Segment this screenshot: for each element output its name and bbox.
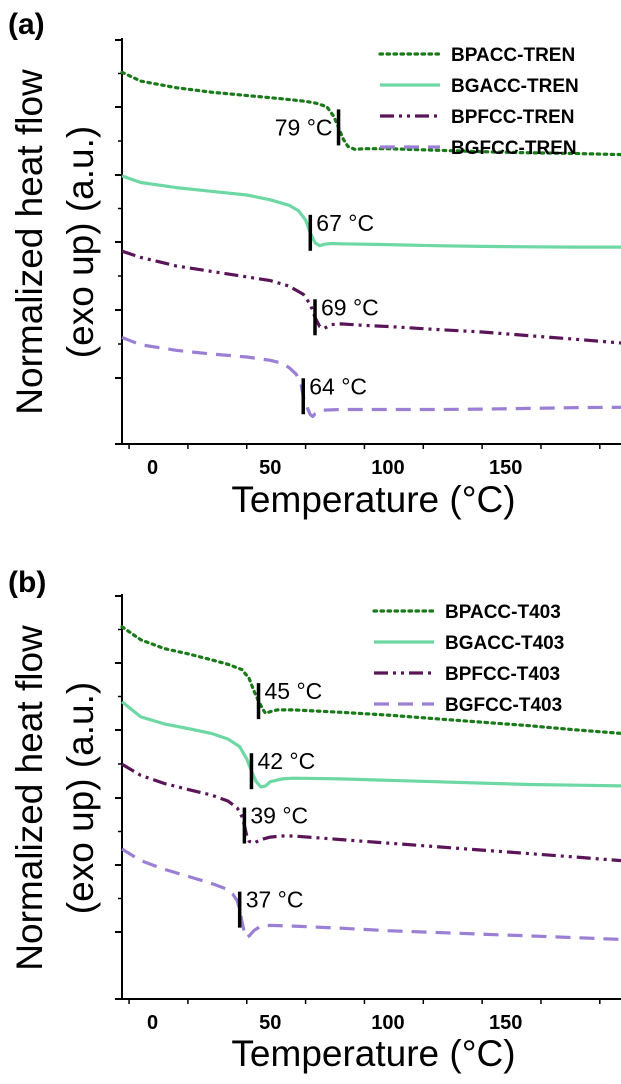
series-line-bpfcc-t403 xyxy=(121,762,621,863)
legend-label: BPFCC-TREN xyxy=(451,107,575,128)
x-tick-label: 50 xyxy=(259,1012,281,1034)
tg-label: 69 °C xyxy=(321,294,379,320)
x-tick-label: 50 xyxy=(259,457,281,479)
series-line-bgfcc-tren xyxy=(121,336,621,419)
tg-label: 67 °C xyxy=(316,210,374,236)
series-line-bgacc-t403 xyxy=(120,700,621,789)
y-axis-title-line-2: (exo up) (a.u.) xyxy=(60,682,101,914)
tg-label: 37 °C xyxy=(246,887,304,913)
tg-label: 64 °C xyxy=(309,373,367,399)
panel-a: (a) Normalized heat flow (exo up) (a.u.) 0 5… xyxy=(8,8,621,520)
legend-label: BPFCC-T403 xyxy=(445,664,560,685)
panel-label: (b) xyxy=(8,566,46,599)
tg-label: 79 °C xyxy=(275,114,333,140)
series-line-bpfcc-tren xyxy=(121,249,621,345)
legend-label: BPACC-T403 xyxy=(445,602,561,623)
y-axis-title-line-1: Normalized heat flow xyxy=(9,625,50,971)
legend-label: BPACC-TREN xyxy=(451,45,575,66)
series-line-bgacc-tren xyxy=(121,174,621,249)
y-axis-title-line-2: (exo up) (a.u.) xyxy=(60,126,101,358)
x-tick-label: 150 xyxy=(489,457,522,479)
tg-label: 39 °C xyxy=(250,803,308,829)
x-tick-label: 100 xyxy=(371,457,404,479)
tg-label: 42 °C xyxy=(257,748,315,774)
x-tick-label: 0 xyxy=(147,457,158,479)
legend-label: BGFCC-TREN xyxy=(451,138,577,159)
series-line-bpacc-t403 xyxy=(120,625,621,735)
panel-b: (b) Normalized heat flow (exo up) (a.u.) 0 5… xyxy=(8,566,621,1074)
x-tick-label: 150 xyxy=(489,1012,522,1034)
x-tick-label: 0 xyxy=(147,1012,158,1034)
legend-label: BGFCC-T403 xyxy=(445,695,562,716)
series-line-bgfcc-t403 xyxy=(121,847,621,941)
tg-label: 45 °C xyxy=(265,678,323,704)
x-tick-label: 100 xyxy=(371,1012,404,1034)
x-axis-title: Temperature (°C) xyxy=(231,479,515,520)
legend-label: BGACC-T403 xyxy=(445,633,564,654)
legend-label: BGACC-TREN xyxy=(451,76,579,97)
y-axis-title-line-1: Normalized heat flow xyxy=(9,69,50,415)
panel-label: (a) xyxy=(8,8,45,41)
x-axis-title: Temperature (°C) xyxy=(231,1033,515,1074)
